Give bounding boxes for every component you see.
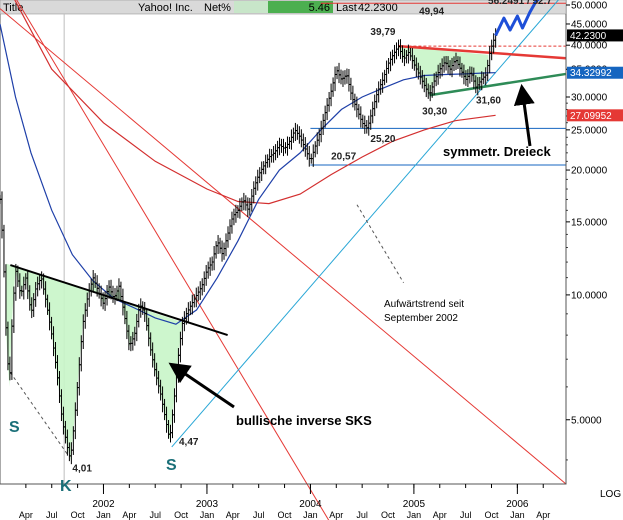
projection-path: [494, 0, 541, 37]
shoulder-right-label: S: [166, 457, 177, 474]
x-tick-label: Oct: [174, 510, 189, 520]
value-label: 30,30: [422, 107, 447, 118]
x-tick-label: Oct: [381, 510, 396, 520]
title-label: Title: [3, 2, 23, 14]
price-box-label-1: 34.32992: [570, 68, 612, 79]
pattern-fills: [6, 46, 489, 460]
y-tick-label: 50.0000: [571, 1, 608, 12]
red-downtrend-line-1: [16, 0, 330, 520]
x-tick-label: Apr: [433, 510, 447, 520]
value-label: 25,20: [370, 134, 395, 145]
x-tick-label: Apr: [122, 510, 136, 520]
trend-lines: [0, 0, 567, 520]
price-box-2: [567, 109, 623, 122]
sks-neckline: [10, 264, 228, 337]
x-tick-label: Jan: [303, 510, 318, 520]
triangle-upper-line: [398, 44, 567, 60]
uptrend-line: [171, 0, 559, 448]
y-tick-label: 25.0000: [571, 125, 608, 136]
inverse-sks-area: [6, 263, 183, 460]
value-label: 49,94: [419, 7, 444, 18]
y-tick-label: 30.0000: [571, 93, 608, 104]
y-tick-label: 5.0000: [571, 415, 602, 426]
year-label: 2005: [403, 499, 426, 510]
year-label: 2006: [506, 499, 529, 510]
price-box-label-2: 27.09952: [570, 111, 612, 122]
x-tick-label: Jan: [407, 510, 422, 520]
year-label: 2004: [299, 499, 322, 510]
x-tick-label: Oct: [71, 510, 86, 520]
x-tick-label: Jan: [510, 510, 525, 520]
x-tick-label: Jan: [200, 510, 215, 520]
x-tick-label: Jan: [96, 510, 111, 520]
value-label: 4,47: [179, 437, 199, 448]
shoulder-left-label: S: [9, 419, 20, 436]
value-labels: 39,79 49,94 30,30 31,60 25,20 20,57 4,01 4,47 56…: [72, 0, 552, 475]
head-label: K: [60, 478, 72, 495]
change-value: 5.46: [309, 2, 330, 14]
x-tick-label: Apr: [226, 510, 240, 520]
last-label: Last: [336, 2, 357, 14]
triangle-arrow: [513, 83, 535, 147]
uptrend-note-line2: September 2002: [384, 313, 458, 324]
change-value-box: [268, 1, 333, 13]
x-tick-label: Oct: [278, 510, 293, 520]
head-dashed-line: [9, 372, 69, 456]
x-tick-label: Jul: [46, 510, 58, 520]
value-label: 39,79: [370, 27, 395, 38]
sks-arrow: [168, 362, 235, 409]
x-tick-label: Jul: [460, 510, 472, 520]
top-value-label: 56.2491 / 52.7: [488, 0, 552, 7]
year-label: 2002: [92, 499, 115, 510]
change-label: Net%: [204, 2, 231, 14]
y-tick-label: 45.0000: [571, 19, 608, 30]
last-value: 42.2300: [358, 2, 398, 14]
y-tick-label: 20.0000: [571, 166, 608, 177]
x-tick-label: Apr: [536, 510, 550, 520]
triangle-lower-line: [429, 72, 567, 97]
y-axis: 50.000045.000040.000035.000030.000025.00…: [565, 1, 623, 500]
value-label: 20,57: [331, 152, 356, 163]
year-label: 2003: [196, 499, 219, 510]
value-label: 31,60: [476, 96, 501, 107]
y-tick-label: 40.0000: [571, 41, 608, 52]
price-box-label-0: 42.2300: [570, 31, 607, 42]
y-tick-label: 10.0000: [571, 290, 608, 301]
x-tick-label: Jul: [356, 510, 368, 520]
price-box-0: [567, 29, 623, 42]
y-tick-label: 15.0000: [571, 217, 608, 228]
x-tick-label: Apr: [19, 510, 33, 520]
uptrend-note-line1: Aufwärtstrend seit: [384, 299, 464, 310]
price-box-1: [567, 66, 623, 79]
moving-average-red: [14, 0, 496, 205]
x-tick-label: Jul: [253, 510, 265, 520]
price-series: [0, 0, 541, 465]
x-tick-label: Apr: [329, 510, 343, 520]
sks-label: bullische inverse SKS: [236, 413, 372, 428]
log-scale-label: LOG: [600, 489, 621, 500]
value-label: 4,01: [72, 464, 92, 475]
triangle-area: [398, 46, 489, 96]
security-name: Yahoo! Inc.: [138, 2, 193, 14]
red-downtrend-line-2: [0, 8, 567, 485]
x-tick-label: Jul: [149, 510, 161, 520]
x-axis: Apr Jul Oct Jan Apr Jul Oct Jan Apr Jul Oct Jan Apr J…: [0, 483, 566, 520]
x-tick-label: Oct: [484, 510, 499, 520]
triangle-label: symmetr. Dreieck: [443, 144, 551, 159]
